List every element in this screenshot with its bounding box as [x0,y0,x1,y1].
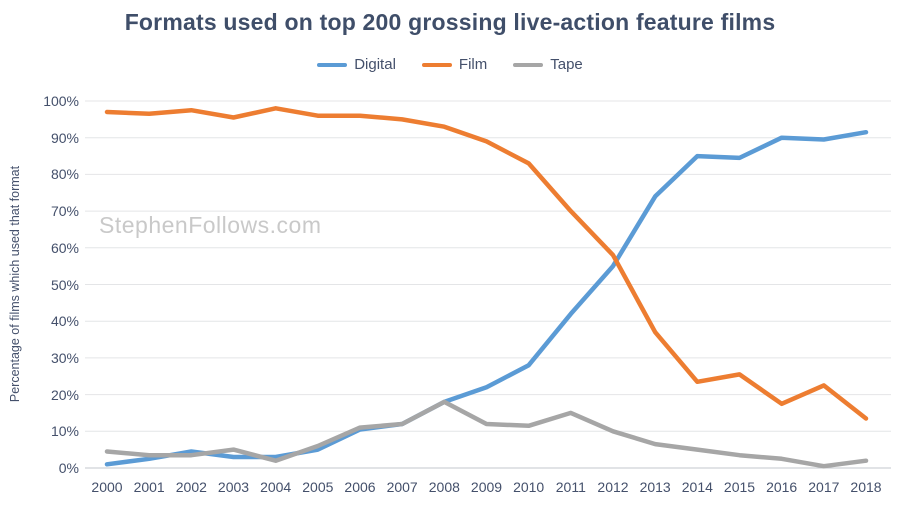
y-tick-label: 20% [50,386,79,403]
x-tick-label: 2017 [808,479,840,495]
x-tick-label: 2009 [470,479,503,495]
x-tick-label: 2016 [766,479,798,495]
x-tick-label: 2002 [175,479,207,495]
y-tick-label: 40% [50,313,79,330]
x-tick-label: 2014 [681,479,713,495]
x-tick-label: 2010 [513,479,545,495]
x-tick-label: 2005 [302,479,334,495]
series-line-film [104,106,869,421]
legend-item-tape: Tape [513,56,583,73]
legend-item-film: Film [421,56,488,73]
legend-label: Tape [550,56,583,73]
y-tick-label: 90% [50,129,79,146]
legend-label: Digital [354,56,396,73]
legend-swatch-tape [513,62,544,67]
y-tick-label: 100% [43,93,79,109]
x-tick-label: 2003 [217,479,250,495]
y-tick-label: 80% [50,166,79,183]
legend-item-digital: Digital [317,56,396,73]
x-tick-label: 2015 [723,479,756,495]
y-tick-label: 60% [50,239,79,256]
y-tick-label: 30% [50,349,79,366]
x-tick-label: 2007 [386,479,418,495]
legend-swatch-digital [317,62,348,67]
chart-title: Formats used on top 200 grossing live-ac… [124,9,776,35]
watermark: StephenFollows.com [99,212,322,238]
x-tick-label: 2013 [639,479,671,495]
x-tick-label: 2006 [344,479,376,495]
chart-legend: Digital Film Tape [0,56,900,73]
y-tick-label: 10% [50,423,79,440]
x-tick-label: 2008 [428,479,460,495]
x-tick-label: 2011 [555,479,586,495]
y-tick-label: 70% [50,203,79,220]
y-tick-label: 0% [58,460,79,476]
x-tick-label: 2000 [91,479,123,495]
x-tick-label: 2012 [597,479,629,495]
y-tick-label: 50% [50,276,79,293]
x-tick-label: 2018 [850,479,882,495]
x-tick-label: 2004 [260,479,292,495]
legend-label: Film [458,56,488,73]
series-line-digital [104,129,869,467]
x-tick-label: 2001 [133,479,165,495]
legend-swatch-film [421,62,452,67]
series-line-tape [104,399,869,469]
